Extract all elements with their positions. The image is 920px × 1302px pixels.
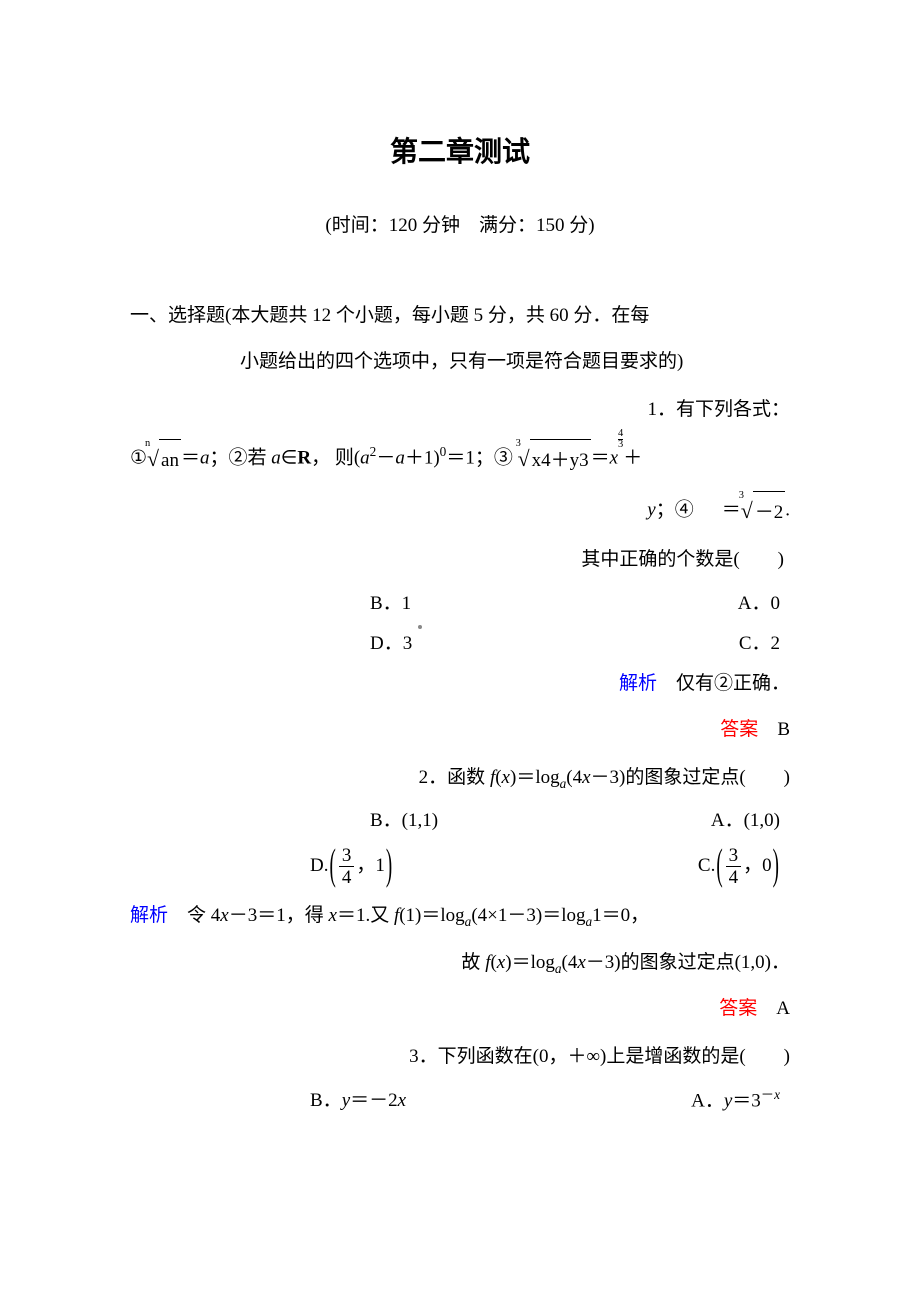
frac-3-4-d: 34 [339,846,355,887]
dot-icon [418,625,422,629]
frac-exp-4-3: 43 [618,429,623,451]
q2-arg: (4 [566,767,582,788]
q1-comma: ， [311,447,330,468]
q2-ana2-tail: －3)的图象过定点(1,0)． [586,952,790,973]
q3-optA: A．y＝3－x [691,1082,780,1120]
q2-optB: B．(1,1) [370,802,438,840]
page-title: 第二章测试 [130,130,790,170]
q1-a2: a [271,447,281,468]
q2-optD-pre: D. [310,855,328,876]
q3-optA-x: x [774,1087,780,1102]
q1-opts-row1: B．1 A．0 [130,585,790,623]
section-heading-line2: 小题给出的四个选项中，只有一项是符合题目要求的) [130,343,790,381]
q2-ana1-41: (4×1－3)＝log [471,905,585,926]
q2-analysis-line1: 解析 令 4x－3＝1，得 x＝1.又 f(1)＝loga(4×1－3)＝log… [130,897,790,935]
q2-ana2-arg: (4 [562,952,578,973]
q2-optD-tail: ，1 [356,855,385,876]
q2-ana1-x: x [220,905,228,926]
q1-optD: D．3 [370,625,412,663]
analysis-label: 解析 [619,673,657,694]
q1-then: 则( [330,447,360,468]
q1-eq1: ＝ [181,447,200,468]
q3-optB: B．y＝－2x [310,1082,406,1120]
q1-minus: － [376,447,395,468]
q1-lead: 1．有下列各式： [130,389,790,431]
q1-optA: A．0 [738,585,780,623]
q1-x: x [610,447,618,468]
q1-plus: ＋ [623,447,642,468]
q1-a: a [200,447,210,468]
q3-stem: 3．下列函数在(0，＋∞)上是增函数的是( ) [130,1036,790,1078]
q2-f: f [490,767,495,788]
q3-opts-row1: B．y＝－2x A．y＝3－x [130,1082,790,1120]
q1-expr-line2: y；④＝3√－2. [130,487,790,535]
q3-optA-exp: － [761,1087,774,1102]
q1-y: y [647,499,655,520]
q1-in: ∈ [281,447,298,468]
q2-xv: x [582,767,590,788]
section-heading-line1: 一、选择题(本大题共 12 个小题，每小题 5 分，共 60 分．在每 [130,297,790,335]
q1-eq1b: ＝1；③ [446,447,517,468]
q3-optB-pre: B． [310,1090,342,1111]
q1-sep1: ；②若 [210,447,272,468]
q3-optA-eq: ＝3 [732,1090,761,1111]
q1-p1: ＋1) [405,447,440,468]
q2-ana2-xv: x [577,952,585,973]
q2-ana2-x: x [497,952,505,973]
analysis-label-2: 解析 [130,905,168,926]
q2-optC: C.(34，0) [698,846,780,887]
q1-answer: 答案 B [130,711,790,749]
answer-label: 答案 [720,719,758,740]
q2-opts-row1: B．(1,1) A．(1,0) [130,802,790,840]
q1-eqxs: ＝ [591,447,610,468]
q1-R: R [297,447,311,468]
q1-optC: C．2 [739,625,780,663]
q3-optB-y: y [342,1090,350,1111]
q1-expr-line1: ①n√an＝a；②若 a∈R， 则(a2－a＋1)0＝1；③ 3√x4＋y3＝x… [130,435,790,483]
q1-analysis-text: 仅有②正确． [676,673,790,694]
q1-poly-a2: a [395,447,405,468]
q2-optC-pre: C. [698,855,715,876]
q2-stem: 2．函数 f(x)＝loga(4x－3)的图象过定点( ) [130,757,790,799]
q2-eq: ＝log [516,767,559,788]
cube-root-x4y3: 3√x4＋y3 [518,435,591,483]
q2-ana2-a: a [555,961,562,976]
q1-period: . [785,499,790,520]
q1-analysis: 解析 仅有②正确． [130,665,790,703]
q2-opts-row2: D.(34，1) C.(34，0) [130,846,790,887]
q2-ana2-eq: ＝log [512,952,555,973]
page: 第二章测试 (时间：120 分钟 满分：150 分) 一、选择题(本大题共 12… [0,0,920,1172]
q2-answer: 答案 A [130,990,790,1028]
q2-ana1-mid: －3＝1，得 [229,905,329,926]
q2-ana2-f: f [485,952,490,973]
q2-analysis-line2: 故 f(x)＝loga(4x－3)的图象过定点(1,0)． [130,944,790,982]
q2-ana2-pre: 故 [461,952,485,973]
q3-optB-eq: ＝－2 [350,1090,398,1111]
q1-poly-a: a [360,447,370,468]
q3-optA-pre: A． [691,1090,724,1111]
q2-optC-tail: ，0 [743,855,772,876]
q1-answer-val: B [777,719,790,740]
q1-opts-row2: D．3 C．2 [130,625,790,663]
q1-sep4: ；④ [656,499,694,520]
page-subtitle: (时间：120 分钟 满分：150 分) [130,210,790,237]
q1-count: 其中正确的个数是( ) [130,539,784,581]
answer-label-2: 答案 [719,998,757,1019]
q2-answer-val: A [776,998,790,1019]
q2-optD: D.(34，1) [310,846,393,887]
cube-root-neg2: 3√－2 [741,487,786,535]
q3-optB-x: x [398,1090,406,1111]
q2-pre: 2．函数 [419,767,490,788]
q2-ana1-pre: 令 4 [187,905,220,926]
q2-x: x [502,767,510,788]
q2-ana1-10: 1＝0， [592,905,649,926]
q2-ana1-1: (1)＝log [399,905,464,926]
q2-m3: －3)的图象过定点( ) [591,767,790,788]
frac-3-4-c: 34 [726,846,742,887]
q1-optB: B．1 [370,585,411,623]
nth-root-an: n√an [147,435,181,483]
